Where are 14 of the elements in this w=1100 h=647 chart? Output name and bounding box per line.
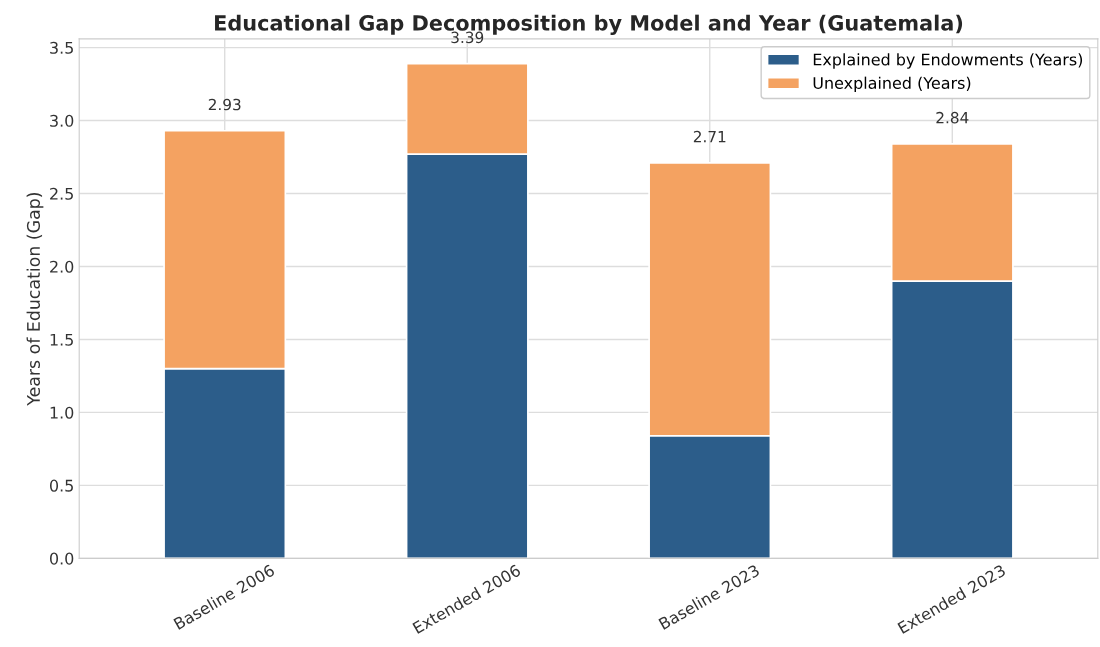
y-tick-label: 0.5 [49, 479, 73, 492]
total-label: 2.71 [693, 130, 726, 143]
y-tick-label: 3.5 [50, 41, 73, 54]
y-tick-label: 2.5 [50, 187, 73, 200]
y-tick-label: 0.0 [49, 552, 74, 565]
y-axis-title: Years of Education (Gap) [26, 192, 44, 406]
y-tick-label: 1.0 [50, 406, 74, 419]
legend-label: Explained by Endowments (Years) [813, 53, 1083, 69]
legend-label: Unexplained (Years) [813, 76, 971, 93]
total-label: 2.93 [208, 98, 241, 111]
y-tick-label: 2.0 [50, 260, 74, 273]
total-label: 2.84 [936, 111, 969, 124]
y-tick-label: 1.5 [50, 333, 73, 346]
y-tick-label: 3.0 [50, 114, 74, 127]
